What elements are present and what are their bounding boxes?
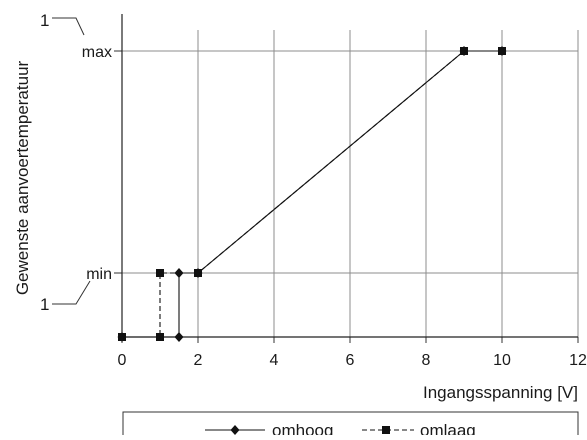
data-point-omlaag xyxy=(460,47,468,55)
labels: Ingangsspanning [V] Gewenste aanvoertemp… xyxy=(13,11,587,402)
series-omhoog xyxy=(117,46,507,342)
series-layer xyxy=(117,46,507,342)
y-tick-label: min xyxy=(86,266,112,283)
x-axis-label: Ingangsspanning [V] xyxy=(423,383,578,402)
data-point-omlaag xyxy=(156,269,164,277)
x-tick-label: 0 xyxy=(118,352,127,369)
series-line-omhoog xyxy=(122,50,502,338)
legend: omhoog omlaag xyxy=(122,411,579,440)
x-tick-label: 10 xyxy=(493,352,511,369)
y-axis-label: Gewenste aanvoertemperatuur xyxy=(13,60,32,295)
reference-callout-label: 1 xyxy=(40,11,49,30)
data-point-omlaag xyxy=(194,269,202,277)
data-point-omlaag xyxy=(118,333,126,341)
reference-callout-line xyxy=(52,17,85,36)
data-point-omlaag xyxy=(498,47,506,55)
legend-marker-omhoog xyxy=(230,425,240,435)
axes xyxy=(114,14,579,343)
legend-label-omhoog: omhoog xyxy=(272,421,333,435)
y-tick-label: max xyxy=(82,44,112,61)
x-tick-label: 6 xyxy=(346,352,355,369)
grid-lines xyxy=(122,30,579,337)
reference-callout-line xyxy=(52,280,91,305)
data-point-omlaag xyxy=(156,333,164,341)
legend-marker-omlaag xyxy=(382,426,390,434)
series-omlaag xyxy=(118,47,506,341)
legend-box xyxy=(122,411,579,440)
x-tick-label: 12 xyxy=(569,352,587,369)
data-point-omhoog xyxy=(174,332,184,342)
x-tick-label: 8 xyxy=(422,352,431,369)
series-line-omlaag xyxy=(122,50,502,338)
reference-callout-label: 1 xyxy=(40,295,49,314)
x-tick-label: 4 xyxy=(270,352,279,369)
x-tick-label: 2 xyxy=(194,352,203,369)
legend-label-omlaag: omlaag xyxy=(420,421,476,435)
